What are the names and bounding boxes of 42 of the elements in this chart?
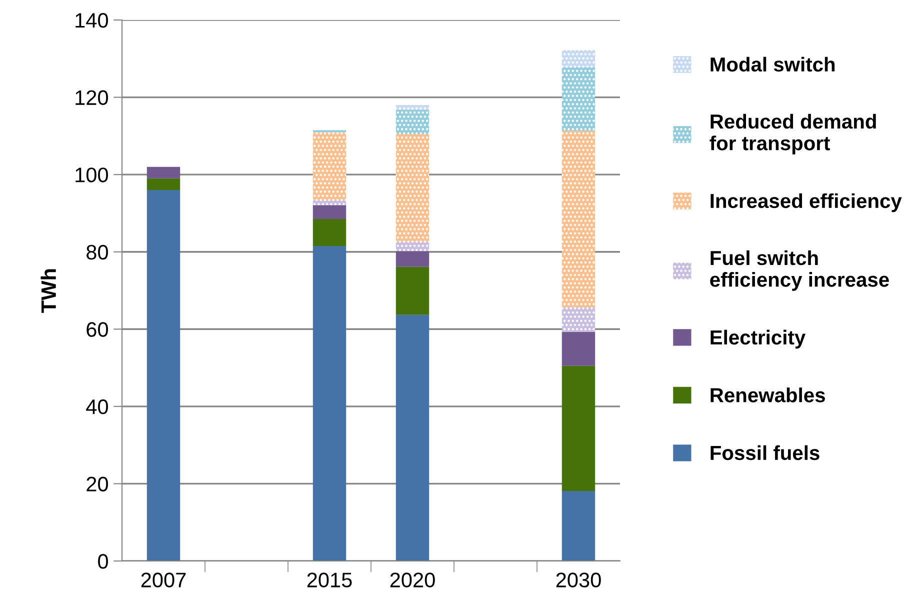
bar — [396, 134, 430, 242]
y-tick-label: 100 — [76, 168, 108, 182]
x-tick-label: 2030 — [556, 572, 601, 588]
y-tick-label: 20 — [86, 476, 108, 492]
bar — [396, 251, 430, 267]
x-tick-label: 2020 — [390, 572, 435, 588]
legend-label: Fuel switch efficiency increase — [710, 250, 889, 291]
x-tick-label: 2015 — [307, 572, 352, 588]
bar — [146, 178, 180, 190]
bar — [562, 67, 596, 131]
bar — [396, 110, 430, 134]
y-tick-label: 80 — [86, 244, 108, 260]
y-tick-label: 40 — [86, 399, 108, 414]
bar — [396, 314, 430, 561]
y-tick-label: 140 — [76, 13, 108, 28]
legend-label: Renewables — [710, 388, 825, 402]
bar — [312, 219, 346, 246]
legend-label: Electricity — [710, 330, 806, 349]
bar — [562, 491, 596, 561]
legend-label: Fossil fuels — [710, 445, 820, 460]
bar — [312, 205, 346, 220]
legend-label: Increased efficiency — [710, 193, 902, 212]
y-tick-label: 60 — [86, 322, 108, 337]
bar — [312, 132, 346, 200]
bar — [396, 105, 430, 110]
bar — [562, 332, 596, 366]
x-tick-label: 2007 — [141, 572, 186, 588]
bar — [562, 366, 596, 492]
y-tick-label: 120 — [76, 90, 108, 106]
legend-label: Reduced demand for transport — [710, 114, 876, 154]
bar — [562, 307, 596, 332]
bar — [146, 166, 180, 178]
legend-label: Modal switch — [710, 56, 835, 72]
bar — [312, 200, 346, 206]
bar — [312, 246, 346, 561]
y-axis-title: TWh — [40, 269, 56, 313]
y-tick-label: 0 — [98, 554, 108, 569]
bar — [562, 130, 596, 308]
bar — [562, 50, 596, 68]
bar — [396, 242, 430, 252]
bar — [146, 190, 180, 561]
bar — [396, 266, 430, 315]
